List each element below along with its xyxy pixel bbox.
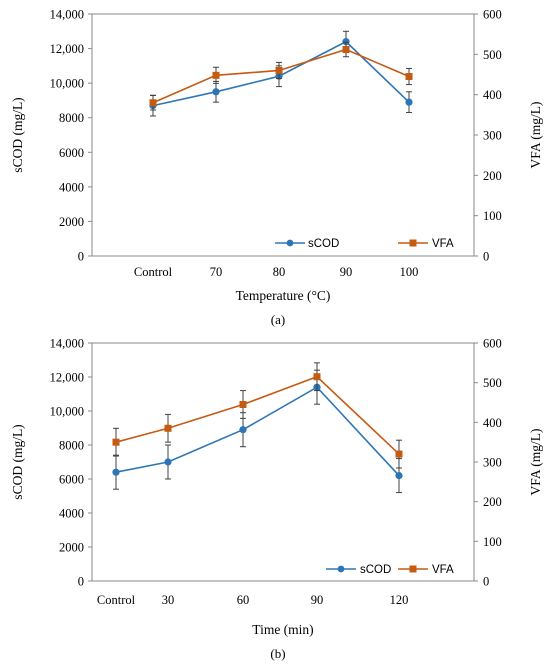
y2-axis-title-a: VFA (mg/L) [528, 102, 543, 169]
y2-tick-label-b: 400 [483, 416, 502, 430]
scod-point-a [212, 88, 220, 96]
y2-tick-label-b: 100 [483, 535, 502, 549]
legend-marker-scod-b [337, 565, 345, 573]
x-tick-label-b: 120 [390, 593, 409, 607]
legend-label-vfa-b: VFA [432, 564, 454, 576]
vfa-point-a [149, 99, 157, 107]
y-tick-label-b: 14,000 [50, 337, 84, 351]
y2-tick-label-a: 100 [483, 209, 502, 223]
vfa-point-a [342, 45, 350, 53]
legend-marker-vfa-b [409, 565, 417, 573]
y2-tick-label-a: 200 [483, 169, 502, 183]
y2-tick-label-b: 300 [483, 456, 502, 470]
x-tick-label-b: 90 [311, 593, 324, 607]
vfa-point-b [313, 373, 321, 381]
y2-tick-label-a: 300 [483, 129, 502, 143]
y-tick-label-b: 6000 [59, 473, 84, 487]
x-tick-label-a: 80 [273, 265, 286, 279]
vfa-point-b [164, 424, 172, 432]
scod-point-b [164, 458, 172, 466]
y2-axis-title-b: VFA (mg/L) [528, 429, 543, 496]
x-tick-label-a: 70 [210, 265, 223, 279]
y2-tick-label-a: 600 [483, 8, 502, 22]
y2-tick-label-a: 400 [483, 88, 502, 102]
y2-tick-label-a: 0 [483, 250, 489, 264]
y-tick-label-b: 12,000 [50, 371, 84, 385]
y2-tick-label-b: 600 [483, 337, 502, 351]
legend-label-vfa-a: VFA [432, 238, 454, 250]
y-tick-label-a: 8000 [59, 111, 84, 125]
y-tick-label-a: 6000 [59, 146, 84, 160]
y-tick-label-b: 4000 [59, 507, 84, 521]
vfa-point-b [395, 450, 403, 458]
x-axis-title-b: Time (min) [252, 622, 313, 637]
plot-frame-b [91, 342, 475, 582]
x-tick-label-b: 30 [162, 593, 175, 607]
y2-tick-label-b: 0 [483, 575, 489, 589]
x-axis-title-a: Temperature (°C) [236, 288, 331, 303]
x-tick-label-a: Control [134, 265, 173, 279]
y-tick-label-a: 12,000 [50, 42, 84, 56]
y-axis-title-a: sCOD (mg/L) [10, 97, 25, 172]
y-tick-label-b: 10,000 [50, 405, 84, 419]
scod-point-a [342, 38, 350, 46]
y-tick-label-b: 0 [78, 575, 84, 589]
x-tick-label-a: 90 [340, 265, 353, 279]
y-tick-label-a: 0 [78, 250, 84, 264]
legend-label-scod-b: sCOD [360, 564, 391, 576]
scod-point-b [112, 468, 120, 476]
legend-marker-vfa-a [409, 239, 417, 247]
scod-point-b [395, 472, 403, 480]
vfa-point-a [212, 71, 220, 79]
vfa-point-b [112, 438, 120, 446]
vfa-line-b [115, 375, 400, 455]
y-tick-label-b: 2000 [59, 541, 84, 555]
y2-tick-label-b: 500 [483, 376, 502, 390]
y-tick-label-a: 14,000 [50, 8, 84, 22]
y-axis-title-b: sCOD (mg/L) [10, 424, 25, 499]
vfa-point-a [275, 66, 283, 74]
caption-a: (a) [271, 312, 285, 327]
scod-point-a [405, 98, 413, 106]
chart-panel-a: 0 2000 4000 6000 8000 10,000 12,000 14,000 0 100 2… [10, 8, 543, 304]
vfa-point-a [405, 73, 413, 81]
y2-tick-label-b: 200 [483, 495, 502, 509]
y-tick-label-a: 4000 [59, 180, 84, 194]
chart-panel-b: 0 2000 4000 6000 8000 10,000 12,000 14,000 0 100 2… [10, 337, 543, 638]
x-tick-label-b: Control [97, 593, 136, 607]
plot-frame-a [91, 13, 475, 257]
legend-b: sCOD VFA [326, 564, 454, 576]
scod-point-b [239, 426, 247, 434]
y2-tick-label-a: 500 [483, 48, 502, 62]
y-tick-label-a: 2000 [59, 215, 84, 229]
y-tick-label-a: 10,000 [50, 77, 84, 91]
y-tick-label-b: 8000 [59, 439, 84, 453]
legend-a: sCOD VFA [275, 238, 454, 250]
legend-marker-scod-a [286, 239, 294, 247]
vfa-point-b [239, 400, 247, 408]
legend-label-scod-a: sCOD [308, 238, 339, 250]
caption-b: (b) [270, 646, 285, 661]
x-tick-label-b: 60 [237, 593, 250, 607]
x-tick-label-a: 100 [400, 265, 419, 279]
